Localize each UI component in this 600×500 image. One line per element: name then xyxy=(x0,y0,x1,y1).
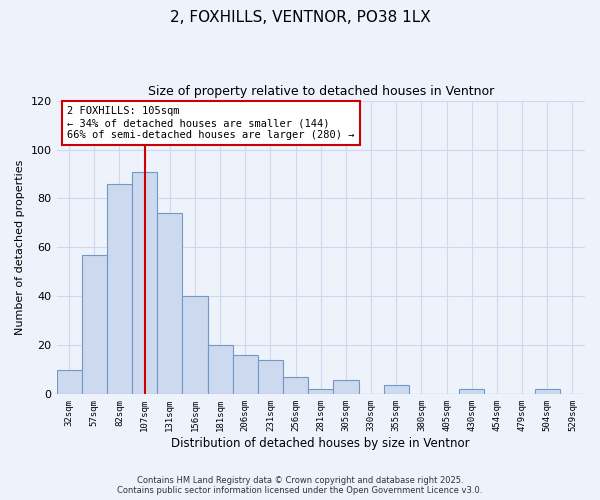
Bar xyxy=(233,355,258,395)
Bar xyxy=(56,370,82,394)
Bar xyxy=(82,255,107,394)
Bar xyxy=(258,360,283,394)
Bar xyxy=(107,184,132,394)
Bar xyxy=(283,377,308,394)
Bar xyxy=(459,390,484,394)
Bar xyxy=(182,296,208,394)
Bar xyxy=(334,380,359,394)
Bar xyxy=(383,384,409,394)
Text: Contains HM Land Registry data © Crown copyright and database right 2025.
Contai: Contains HM Land Registry data © Crown c… xyxy=(118,476,482,495)
Bar xyxy=(208,346,233,395)
Bar xyxy=(308,390,334,394)
Bar xyxy=(535,390,560,394)
Bar xyxy=(132,172,157,394)
Text: 2, FOXHILLS, VENTNOR, PO38 1LX: 2, FOXHILLS, VENTNOR, PO38 1LX xyxy=(170,10,430,25)
Text: 2 FOXHILLS: 105sqm
← 34% of detached houses are smaller (144)
66% of semi-detach: 2 FOXHILLS: 105sqm ← 34% of detached hou… xyxy=(67,106,355,140)
X-axis label: Distribution of detached houses by size in Ventnor: Distribution of detached houses by size … xyxy=(172,437,470,450)
Y-axis label: Number of detached properties: Number of detached properties xyxy=(15,160,25,335)
Title: Size of property relative to detached houses in Ventnor: Size of property relative to detached ho… xyxy=(148,85,494,98)
Bar xyxy=(157,213,182,394)
